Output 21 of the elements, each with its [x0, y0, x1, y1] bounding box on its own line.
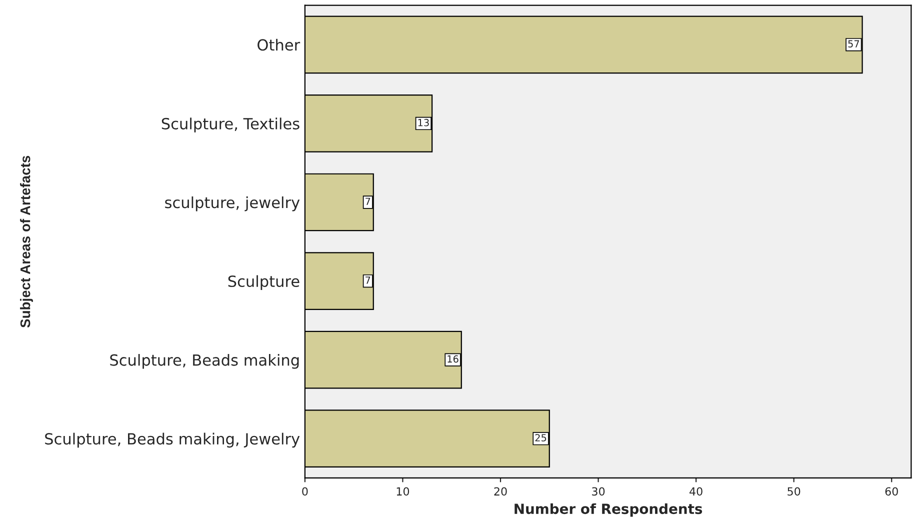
y-tick-label: Sculpture, Beads making: [110, 354, 299, 369]
y-tick-label: sculpture, jewelry: [165, 196, 300, 212]
x-tick-label: 60: [885, 487, 898, 496]
data-label: 16: [448, 355, 458, 363]
data-label: 7: [366, 198, 370, 205]
x-tick-label: 0: [302, 487, 308, 496]
x-tick-label: 10: [396, 487, 410, 496]
x-tick-label: 40: [690, 487, 702, 496]
y-tick-label: Sculpture, Beads making, Jewelry: [45, 432, 300, 448]
data-label: 57: [848, 40, 860, 48]
x-tick-label: 50: [788, 487, 800, 496]
data-label: 7: [366, 276, 370, 284]
data-label: 25: [535, 434, 546, 442]
x-axis-title: Number of Respondents: [514, 503, 702, 517]
y-tick-label: Other: [258, 38, 300, 51]
y-tick-label: Sculpture, Textiles: [162, 118, 300, 132]
y-axis-title: Subject Areas of Artefacts: [20, 156, 33, 328]
x-tick-label: 30: [592, 487, 605, 496]
y-tick-label: Sculpture: [228, 275, 300, 290]
x-tick-label: 20: [494, 487, 507, 496]
data-label: 13: [418, 118, 429, 126]
